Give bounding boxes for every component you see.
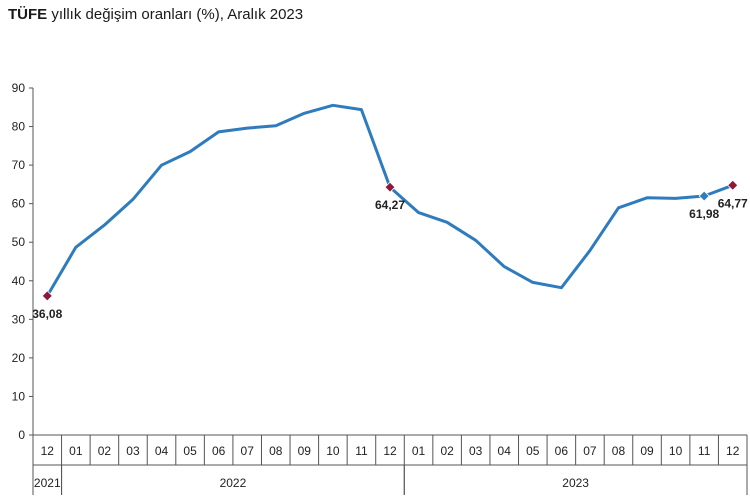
x-tick-label: 07 <box>583 444 597 458</box>
x-tick-label: 03 <box>469 444 483 458</box>
x-tick-label: 12 <box>41 444 55 458</box>
data-label: 64,77 <box>718 196 748 210</box>
chart-title-bold: TÜFE <box>8 6 48 23</box>
y-tick-label: 10 <box>12 389 26 403</box>
x-tick-label: 09 <box>298 444 312 458</box>
x-tick-label: 08 <box>269 444 283 458</box>
x-tick-label: 03 <box>126 444 140 458</box>
x-tick-label: 05 <box>183 444 197 458</box>
x-tick-label: 02 <box>98 444 112 458</box>
x-tick-label: 02 <box>440 444 454 458</box>
x-tick-label: 10 <box>326 444 340 458</box>
y-tick-label: 40 <box>12 274 26 288</box>
x-tick-label: 01 <box>412 444 426 458</box>
x-tick-label: 08 <box>612 444 626 458</box>
y-tick-label: 90 <box>12 81 26 95</box>
chart-title-rest: yıllık değişim oranları (%), Aralık 2023 <box>47 6 304 23</box>
x-tick-label: 05 <box>526 444 540 458</box>
data-point-marker <box>727 179 739 191</box>
x-tick-label: 10 <box>669 444 683 458</box>
data-label: 61,98 <box>689 207 719 221</box>
year-label: 2021 <box>34 476 61 490</box>
x-tick-label: 12 <box>726 444 740 458</box>
chart-title: TÜFE yıllık değişim oranları (%), Aralık… <box>8 6 303 23</box>
x-tick-label: 11 <box>698 444 711 458</box>
x-tick-label: 12 <box>383 444 397 458</box>
y-tick-label: 50 <box>12 235 26 249</box>
y-tick-label: 0 <box>18 428 25 442</box>
data-point-marker <box>698 190 710 202</box>
x-tick-label: 09 <box>640 444 654 458</box>
y-tick-label: 70 <box>12 158 26 172</box>
x-tick-label: 04 <box>155 444 169 458</box>
data-label: 36,08 <box>32 307 62 321</box>
data-label: 64,27 <box>375 198 405 212</box>
x-tick-label: 07 <box>241 444 255 458</box>
y-tick-label: 30 <box>12 312 26 326</box>
data-point-marker <box>384 181 396 193</box>
year-label: 2022 <box>220 476 247 490</box>
x-tick-label: 01 <box>69 444 83 458</box>
x-tick-label: 11 <box>355 444 368 458</box>
data-point-marker <box>41 290 53 302</box>
x-tick-label: 06 <box>212 444 226 458</box>
y-tick-label: 80 <box>12 120 26 134</box>
year-label: 2023 <box>562 476 589 490</box>
y-tick-label: 20 <box>12 351 26 365</box>
x-tick-label: 04 <box>498 444 512 458</box>
y-tick-label: 60 <box>12 197 26 211</box>
x-tick-label: 06 <box>555 444 569 458</box>
